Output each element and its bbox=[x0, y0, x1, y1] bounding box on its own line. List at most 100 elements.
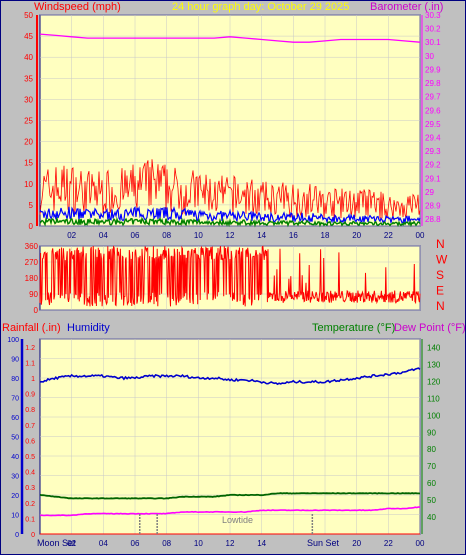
direction-y-tick-label: 360 bbox=[25, 242, 39, 251]
dewpoint-label: Dew Point (°F) bbox=[394, 322, 466, 334]
wind-x-tick-label: 14 bbox=[257, 231, 266, 240]
wind-x-tick-label: 12 bbox=[226, 231, 235, 240]
bottom-x-tick-label: 04 bbox=[99, 539, 108, 548]
rain-y-tick-label: 0.9 bbox=[25, 392, 35, 399]
bottom-x-tick-label: 22 bbox=[384, 539, 393, 548]
sun-set-label: Sun Set bbox=[307, 538, 340, 548]
moon-set-label: Moon Set bbox=[37, 538, 76, 548]
bottom-x-tick-label: 02 bbox=[67, 539, 76, 548]
low-tide-label: Lowtide bbox=[222, 515, 253, 525]
direction-y-tick-label: 90 bbox=[29, 290, 38, 299]
date-title: 24 hour graph day: October 29 2025 bbox=[172, 1, 349, 13]
humidity-series-line bbox=[39, 367, 421, 386]
baro-y-tick-label: 29.8 bbox=[425, 79, 441, 88]
wind-x-tick-label: 00 bbox=[416, 231, 425, 240]
wind-y-tick-label: 5 bbox=[29, 201, 34, 210]
direction-y-tick-label: 180 bbox=[25, 274, 39, 283]
bottom-x-tick-label: 10 bbox=[194, 539, 203, 548]
rain-y-tick-label: 1.2 bbox=[25, 345, 35, 352]
wind-y-tick-label: 45 bbox=[24, 32, 33, 41]
windspeed-series-line bbox=[39, 159, 421, 220]
baro-y-tick-label: 29.4 bbox=[425, 134, 441, 143]
temperature-y-tick-label: 80 bbox=[427, 445, 436, 454]
humidity-y-tick-label: 70 bbox=[11, 396, 19, 403]
humidity-y-tick-label: 50 bbox=[11, 435, 19, 442]
wind-gust-series-line bbox=[39, 205, 421, 224]
temperature-series-line bbox=[39, 492, 421, 500]
wind-x-tick-label: 06 bbox=[131, 231, 140, 240]
temperature-y-tick-label: 130 bbox=[427, 360, 441, 369]
rain-y-tick-label: 0.5 bbox=[25, 454, 35, 461]
rain-y-tick-label: 0.1 bbox=[25, 516, 35, 523]
baro-title: Barometer (.in) bbox=[370, 1, 443, 13]
bottom-x-tick-label: 08 bbox=[162, 539, 171, 548]
wind-y-tick-label: 30 bbox=[24, 95, 33, 104]
temperature-y-tick-label: 100 bbox=[427, 411, 441, 420]
temperature-y-tick-label: 50 bbox=[427, 496, 436, 505]
wind-y-tick-label: 20 bbox=[24, 138, 33, 147]
baro-y-tick-label: 30.2 bbox=[425, 25, 441, 34]
compass-label: N bbox=[436, 237, 445, 251]
rain-y-tick-label: 0.3 bbox=[25, 485, 35, 492]
rain-y-tick-label: 0.4 bbox=[25, 470, 35, 477]
humidity-y-tick-label: 40 bbox=[11, 454, 19, 461]
humidity-y-tick-label: 20 bbox=[11, 493, 19, 500]
wind-y-tick-label: 10 bbox=[24, 180, 33, 189]
wind-x-tick-label: 20 bbox=[352, 231, 361, 240]
wind-x-tick-label: 18 bbox=[321, 231, 330, 240]
temperature-y-tick-label: 110 bbox=[427, 394, 440, 403]
humidity-y-tick-label: 80 bbox=[11, 376, 19, 383]
wind-x-tick-label: 22 bbox=[384, 231, 393, 240]
rain-label: Rainfall (.in) bbox=[2, 322, 61, 334]
compass-label: W bbox=[436, 253, 448, 267]
wind-x-tick-label: 10 bbox=[194, 231, 203, 240]
humidity-y-tick-label: 10 bbox=[11, 513, 19, 520]
baro-y-tick-label: 29.9 bbox=[425, 65, 441, 74]
baro-y-tick-label: 28.8 bbox=[425, 215, 441, 224]
temperature-label: Temperature (°F) bbox=[312, 322, 395, 334]
wind-x-tick-label: 02 bbox=[67, 231, 76, 240]
bottom-x-tick-label: 12 bbox=[226, 539, 235, 548]
rain-y-tick-label: 1 bbox=[31, 376, 35, 383]
humidity-y-tick-label: 30 bbox=[11, 474, 19, 481]
temperature-y-tick-label: 40 bbox=[427, 513, 436, 522]
temperature-y-tick-label: 90 bbox=[427, 428, 436, 437]
temperature-y-tick-label: 70 bbox=[427, 462, 436, 471]
temperature-y-tick-label: 60 bbox=[427, 479, 436, 488]
compass-label: N bbox=[436, 299, 445, 313]
humidity-y-tick-label: 90 bbox=[11, 357, 19, 364]
rain-y-tick-label: 0.6 bbox=[25, 438, 35, 445]
humidity-y-tick-label: 0 bbox=[15, 532, 19, 539]
rain-y-tick-label: 0 bbox=[31, 532, 35, 539]
baro-y-tick-label: 29.2 bbox=[425, 161, 441, 170]
direction-y-tick-label: 270 bbox=[25, 258, 39, 267]
humidity-y-tick-label: 60 bbox=[11, 415, 19, 422]
rain-y-tick-label: 1.1 bbox=[25, 360, 35, 367]
baro-y-tick-label: 29.3 bbox=[425, 147, 441, 156]
baro-y-tick-label: 28.9 bbox=[425, 202, 441, 211]
wind-y-tick-label: 0 bbox=[29, 222, 34, 231]
bottom-x-tick-label: 20 bbox=[352, 539, 361, 548]
rain-y-tick-label: 0.8 bbox=[25, 407, 35, 414]
wind-x-tick-label: 16 bbox=[289, 231, 298, 240]
rain-y-tick-label: 0.2 bbox=[25, 501, 35, 508]
direction-y-tick-label: 0 bbox=[34, 306, 39, 315]
baro-y-tick-label: 29.5 bbox=[425, 120, 441, 129]
baro-y-tick-label: 29 bbox=[425, 188, 434, 197]
axis-layer: 5045403530252015105030.330.230.13029.929… bbox=[7, 11, 448, 548]
baro-y-tick-label: 29.6 bbox=[425, 106, 441, 115]
barometer-series-line bbox=[39, 33, 421, 43]
baro-y-tick-label: 30.3 bbox=[425, 11, 441, 20]
humidity-label: Humidity bbox=[67, 322, 110, 334]
wind-y-tick-label: 50 bbox=[24, 11, 33, 20]
bottom-x-tick-label: 14 bbox=[257, 539, 266, 548]
bottom-x-tick-label: 00 bbox=[416, 539, 425, 548]
temperature-y-tick-label: 120 bbox=[427, 377, 441, 386]
temperature-y-tick-label: 140 bbox=[427, 343, 441, 352]
bottom-x-tick-label: 06 bbox=[131, 539, 140, 548]
rain-y-tick-label: 0.7 bbox=[25, 423, 35, 430]
baro-y-tick-label: 29.1 bbox=[425, 174, 441, 183]
wind-y-tick-label: 40 bbox=[24, 53, 33, 62]
